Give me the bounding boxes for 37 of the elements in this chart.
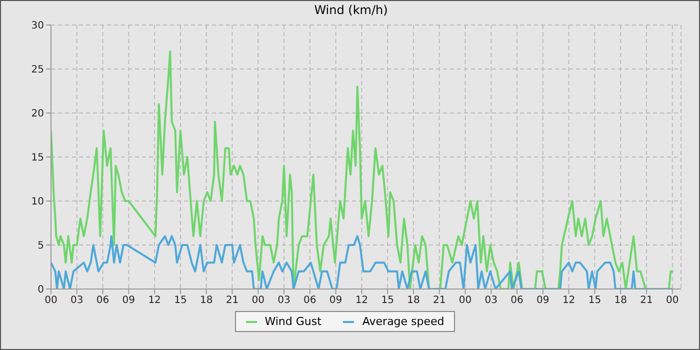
x-tick-label: 15 [174, 295, 187, 306]
y-tick-label: 10 [31, 196, 44, 208]
y-tick-label: 5 [38, 240, 44, 252]
x-tick-label: 15 [588, 295, 602, 306]
x-tick-label: 12 [562, 295, 576, 306]
x-tick-label: 09 [122, 295, 136, 306]
x-tick-label: 00 [666, 295, 679, 306]
x-tick-label: 00 [458, 295, 472, 306]
x-tick-label: 03 [70, 295, 84, 306]
chart-title: Wind (km/h) [313, 3, 389, 17]
x-tick-label: 03 [484, 295, 498, 306]
line-series [51, 235, 674, 289]
x-tick-label: 00 [44, 295, 58, 306]
legend-label: Average speed [362, 315, 444, 328]
legend-label: Wind Gust [264, 315, 322, 328]
x-tick-label: 06 [304, 295, 316, 306]
y-tick-label: 25 [31, 64, 44, 76]
y-tick-label: 0 [38, 284, 44, 296]
x-tick-label: 12 [355, 295, 368, 306]
x-tick-label: 21 [226, 295, 239, 306]
x-tick-label: 21 [640, 295, 653, 306]
x-tick-label: 00 [252, 295, 264, 306]
x-tick-label: 09 [536, 295, 550, 306]
x-tick-label: 15 [381, 295, 394, 306]
y-tick-label: 20 [31, 108, 44, 120]
x-tick-label: 06 [510, 295, 524, 306]
y-tick-label: 30 [31, 20, 44, 32]
y-tick-label: 15 [31, 152, 44, 164]
line-series [51, 50, 674, 289]
x-tick-label: 18 [407, 295, 420, 306]
x-tick-label: 06 [96, 295, 110, 306]
x-tick-label: 09 [329, 295, 342, 306]
x-tick-label: 21 [432, 295, 446, 306]
x-tick-label: 03 [278, 295, 290, 306]
x-tick-label: 18 [200, 295, 213, 306]
x-tick-label: 12 [148, 295, 161, 306]
x-tick-label: 18 [614, 295, 627, 306]
